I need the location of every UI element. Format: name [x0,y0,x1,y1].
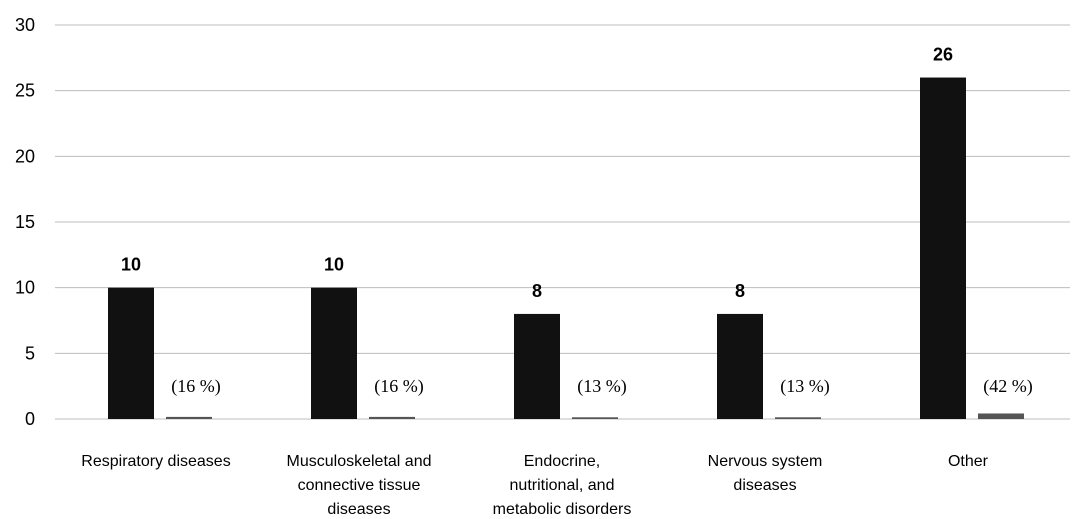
percent-label: (16 %) [171,376,220,397]
bar-percent [572,417,618,419]
category-label-line: Nervous system [708,453,823,470]
y-tick-label: 10 [15,278,35,298]
value-label: 26 [933,45,953,65]
category-label-line: Other [948,453,989,470]
bar-percent [369,416,415,419]
bar-count [717,313,763,419]
y-tick-label: 25 [15,81,35,101]
percent-label: (13 %) [780,376,829,397]
bars [108,77,1024,420]
percent-label: (42 %) [983,376,1032,397]
y-axis-ticks: 0 5 10 15 20 25 30 [15,15,35,429]
category-label-line: nutritional, and [510,477,615,494]
y-tick-label: 20 [15,146,35,166]
category-label: Respiratory diseases [81,453,230,470]
gridlines [55,24,1070,420]
category-label: Endocrine, nutritional, and metabolic diso… [493,453,632,518]
category-label: Musculoskeletal and connective tissue dise… [287,453,432,518]
category-label: Other [948,453,989,470]
bar-count [108,287,154,419]
bar-percent [166,416,212,419]
category-label: Nervous system diseases [708,453,823,494]
y-tick-label: 0 [25,409,35,429]
data-labels: 10 (16 %) 10 (16 %) 8 (13 %) 8 (13 %) 26 (42 %) [121,45,1033,397]
bar-count [514,313,560,419]
category-label-line: Endocrine, [524,453,601,470]
value-label: 8 [735,281,745,301]
percent-label: (16 %) [374,376,423,397]
category-label-line: Respiratory diseases [81,453,230,470]
value-label: 8 [532,281,542,301]
bar-percent [775,417,821,419]
bar-count [920,77,966,420]
value-label: 10 [121,255,141,275]
bar-count [311,287,357,419]
value-label: 10 [324,255,344,275]
category-label-line: Musculoskeletal and [287,453,432,470]
x-axis-categories: Respiratory diseases Musculoskeletal and c… [81,453,988,518]
y-tick-label: 15 [15,212,35,232]
category-label-line: diseases [733,477,796,494]
y-tick-label: 30 [15,15,35,35]
category-label-line: diseases [327,501,390,518]
y-tick-label: 5 [25,343,35,363]
bar-percent [978,413,1024,419]
percent-label: (13 %) [577,376,626,397]
category-label-line: metabolic disorders [493,501,632,518]
category-label-line: connective tissue [298,477,421,494]
